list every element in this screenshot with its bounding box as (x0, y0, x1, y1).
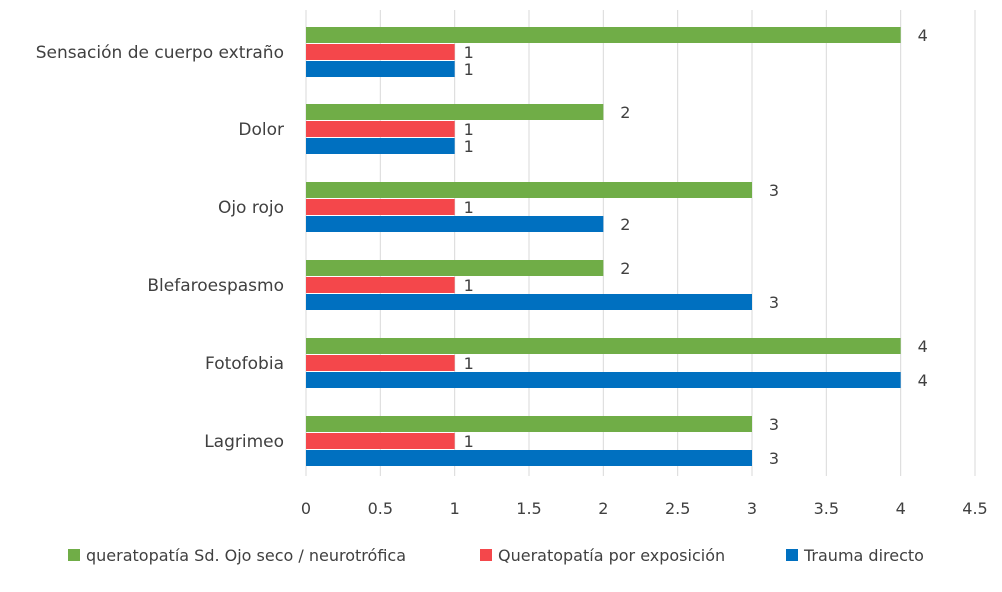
category-label: Ojo rojo (218, 198, 284, 218)
x-tick-label: 3 (747, 499, 757, 518)
data-label: 1 (464, 43, 474, 62)
data-label: 2 (620, 259, 630, 278)
legend-swatch (68, 549, 80, 561)
bar (306, 355, 455, 371)
bar (306, 277, 455, 293)
data-label: 1 (464, 137, 474, 156)
data-label: 3 (769, 415, 779, 434)
data-label: 3 (769, 293, 779, 312)
bar (306, 416, 752, 432)
bar (306, 121, 455, 137)
bar (306, 260, 604, 276)
category-label: Blefaroespasmo (147, 276, 284, 296)
data-label: 3 (769, 449, 779, 468)
bar (306, 433, 455, 449)
bar (306, 338, 901, 354)
category-label: Lagrimeo (204, 432, 284, 452)
data-label: 3 (769, 181, 779, 200)
category-label: Dolor (238, 120, 284, 140)
bar (306, 216, 604, 232)
data-label: 1 (464, 432, 474, 451)
legend: queratopatía Sd. Ojo seco / neurotrófica… (68, 546, 924, 565)
data-label: 2 (620, 215, 630, 234)
category-label: Fotofobia (205, 354, 284, 374)
bar (306, 27, 901, 43)
x-tick-label: 0 (301, 499, 311, 518)
x-tick-labels: 0 0.5 1 1.5 2 2.5 3 3.5 4 4.5 (301, 499, 988, 518)
data-label: 1 (464, 60, 474, 79)
x-tick-label: 3.5 (814, 499, 839, 518)
bar (306, 104, 604, 120)
bar (306, 199, 455, 215)
bar (306, 182, 752, 198)
x-tick-label: 4 (896, 499, 906, 518)
x-tick-label: 1 (450, 499, 460, 518)
data-label: 4 (918, 26, 928, 45)
bar (306, 294, 752, 310)
data-label: 1 (464, 120, 474, 139)
bar (306, 44, 455, 60)
bar (306, 138, 455, 154)
data-label: 1 (464, 276, 474, 295)
legend-swatch (786, 549, 798, 561)
data-label: 1 (464, 198, 474, 217)
x-tick-label: 0.5 (368, 499, 393, 518)
bars (306, 27, 901, 466)
legend-label: queratopatía Sd. Ojo seco / neurotrófica (86, 546, 406, 565)
data-label: 2 (620, 103, 630, 122)
x-tick-label: 2 (598, 499, 608, 518)
legend-label: Queratopatía por exposición (498, 546, 725, 565)
data-label: 4 (918, 371, 928, 390)
legend-swatch (480, 549, 492, 561)
data-label: 4 (918, 337, 928, 356)
category-labels: Sensación de cuerpo extraño Dolor Ojo rojo… (36, 43, 284, 452)
x-tick-label: 1.5 (516, 499, 541, 518)
data-label: 1 (464, 354, 474, 373)
gridlines (305, 10, 976, 476)
x-tick-label: 4.5 (962, 499, 987, 518)
x-tick-label: 2.5 (665, 499, 690, 518)
bar (306, 450, 752, 466)
category-label: Sensación de cuerpo extraño (36, 43, 284, 63)
legend-label: Trauma directo (803, 546, 924, 565)
bar (306, 372, 901, 388)
bar (306, 61, 455, 77)
